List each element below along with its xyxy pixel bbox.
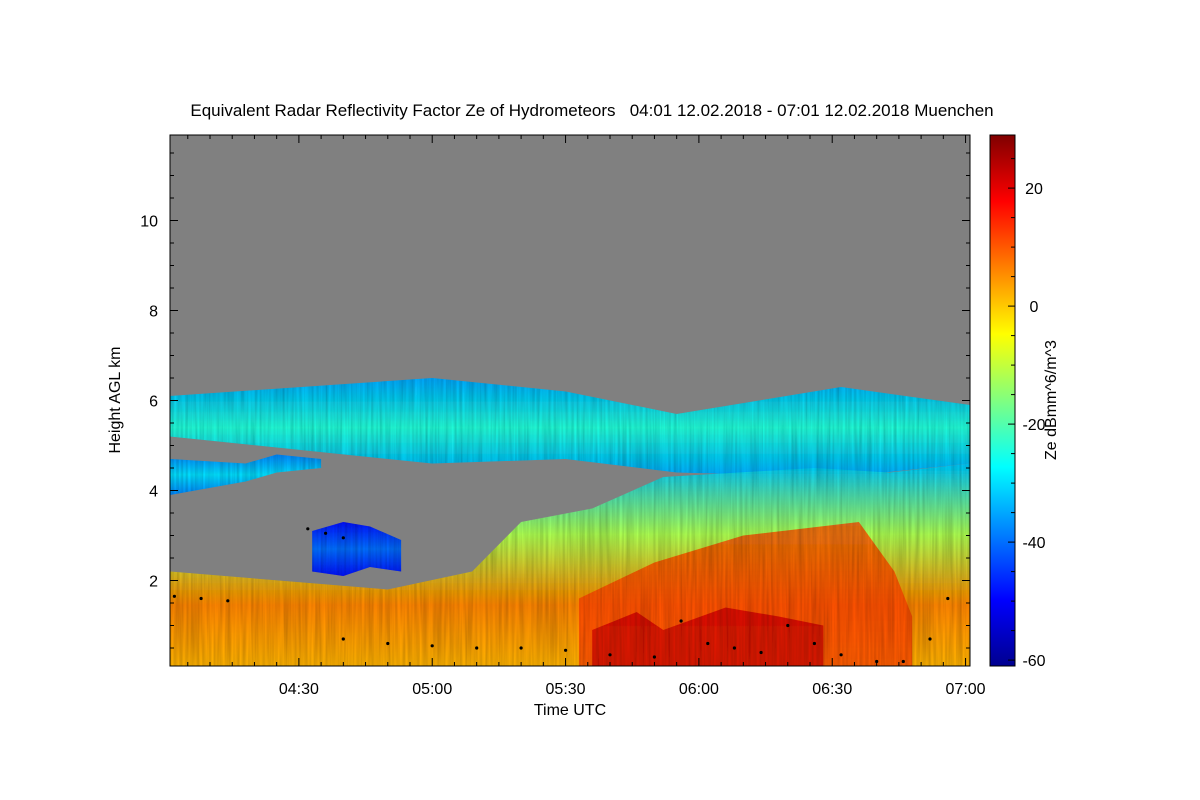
y-tick-label: 2 [149,574,158,591]
colorbar [989,134,1016,667]
y-tick-label: 8 [149,304,158,321]
melting-layer-point [519,646,523,650]
echo-layer [312,522,402,576]
y-tick-label: 6 [149,394,158,411]
melting-layer-point [226,599,230,603]
colorbar-label: Ze dBmm^6/m^3 [1043,340,1060,460]
melting-layer-point [386,641,390,646]
melting-layer-point [679,619,683,623]
melting-layer-point [608,653,612,657]
x-tick-label: 04:30 [279,681,319,698]
y-axis: 2 4 6 8 10 [140,152,970,649]
x-tick-label: 06:30 [812,681,852,698]
melting-layer-point [812,641,817,646]
x-tick-label: 05:00 [412,681,452,698]
melting-layer-point [786,623,790,628]
melting-layer-point [564,648,568,652]
x-tick-label: 05:30 [546,681,586,698]
melting-layer-point [946,596,950,601]
precipitation-hotspot [592,607,824,666]
chart-title: Equivalent Radar Reflectivity Factor Ze … [190,101,993,120]
y-tick-label: 4 [149,484,158,501]
echo-layer [170,454,322,495]
colorbar-axis: 20 0 -20 -40 -60 [1008,158,1046,670]
x-axis: 04:30 05:00 05:30 06:00 06:30 07:00 [187,135,986,698]
melting-layer-point [759,650,763,655]
colorbar-tick-label: -40 [1022,535,1045,552]
melting-layer-point [341,536,345,540]
y-axis-label: Height AGL km [107,346,124,453]
melting-layer-point [430,644,434,648]
melting-layer-markers [172,527,950,664]
x-tick-label: 07:00 [946,681,986,698]
melting-layer-point [732,646,737,650]
melting-layer-point [475,646,479,650]
melting-layer-point [652,655,657,659]
y-tick-label: 10 [140,214,158,231]
melting-layer-point [928,637,932,641]
melting-layer-point [306,527,310,531]
melting-layer-point [341,637,345,641]
x-axis-label: Time UTC [534,702,606,719]
colorbar-tick-label: -60 [1022,653,1045,670]
echo-layer [170,378,970,477]
melting-layer-point [199,596,203,601]
melting-layer-point [324,531,328,535]
melting-layer-point [172,594,176,598]
melting-layer-point [875,659,879,664]
colorbar-tick-label: 20 [1025,181,1043,198]
echo-layers [170,378,970,666]
colorbar-tick-label: 0 [1030,299,1039,316]
melting-layer-point [839,653,843,657]
x-tick-label: 06:00 [679,681,719,698]
colorbar-tick-label: -20 [1022,417,1045,434]
melting-layer-point [901,659,905,664]
melting-layer-point [706,641,710,646]
